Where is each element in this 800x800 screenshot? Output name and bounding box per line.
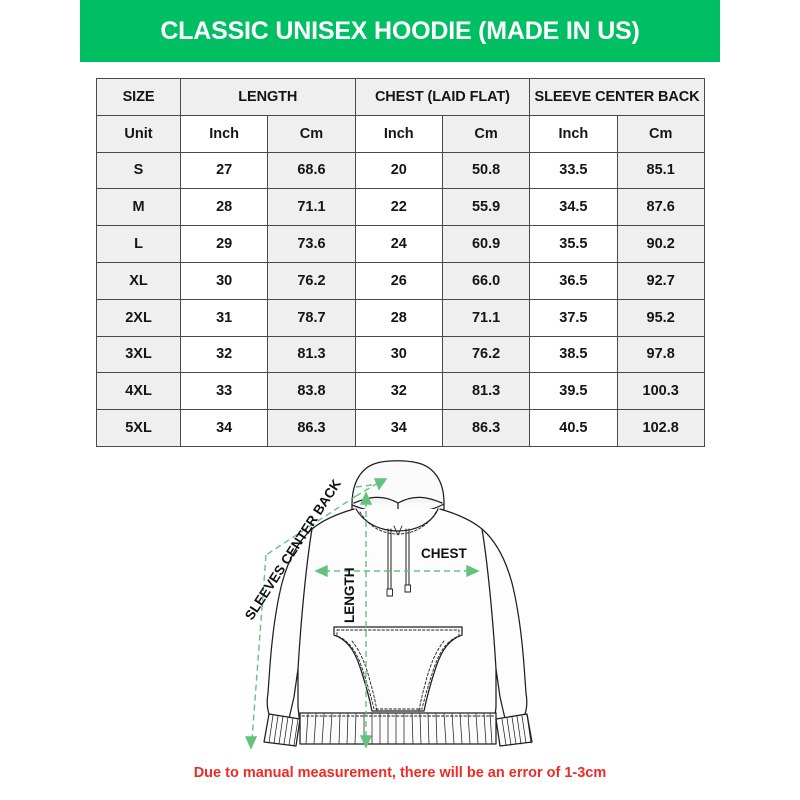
cell-chest_inch: 24 xyxy=(354,225,443,263)
cell-length_inch: 27 xyxy=(179,151,269,190)
cell-sleeve_inch: 39.5 xyxy=(529,372,618,411)
cell-length_inch: 34 xyxy=(179,409,269,447)
cell-chest_cm: 66.0 xyxy=(441,261,531,300)
cell-chest_cm: 86.3 xyxy=(441,409,531,447)
header-length-inch: Inch xyxy=(179,114,269,153)
table-row: XL 30 76.2 26 66.0 36.5 92.7 xyxy=(96,261,705,300)
header-length-cm: Cm xyxy=(267,114,356,153)
measurement-guides xyxy=(244,478,480,750)
label-length: LENGTH xyxy=(342,568,357,624)
cell-length_inch: 33 xyxy=(179,372,269,411)
cell-size: 2XL xyxy=(96,298,181,337)
cell-chest_cm: 81.3 xyxy=(441,372,531,411)
cell-sleeve_inch: 33.5 xyxy=(529,151,618,190)
cell-sleeve_inch: 36.5 xyxy=(529,261,618,300)
cell-length_inch: 29 xyxy=(179,225,269,263)
size-chart-table-container: SIZE LENGTH CHEST (LAID FLAT) SLEEVE CEN… xyxy=(96,78,705,447)
cell-size: 3XL xyxy=(96,335,181,374)
cell-sleeve_cm: 90.2 xyxy=(616,225,705,263)
cell-sleeve_inch: 35.5 xyxy=(529,225,618,263)
cell-length_inch: 31 xyxy=(179,298,269,337)
cell-chest_inch: 32 xyxy=(354,372,443,411)
header-sleeve: SLEEVE CENTER BACK xyxy=(529,78,705,116)
cell-size: 5XL xyxy=(96,409,181,447)
header-sleeve-cm: Cm xyxy=(616,114,705,153)
table-row: 5XL 34 86.3 34 86.3 40.5 102.8 xyxy=(96,409,705,447)
cell-length_inch: 28 xyxy=(179,188,269,227)
cell-size: M xyxy=(96,188,181,227)
table-row: M 28 71.1 22 55.9 34.5 87.6 xyxy=(96,188,705,227)
hood-shape xyxy=(351,460,445,518)
table-unit-header-row: Unit Inch Cm Inch Cm Inch Cm xyxy=(96,114,705,153)
page-title: CLASSIC UNISEX HOODIE (MADE IN US) xyxy=(160,16,640,45)
cell-length_cm: 71.1 xyxy=(267,188,356,227)
hood-top-guide xyxy=(355,482,387,488)
cell-chest_inch: 28 xyxy=(354,298,443,337)
cell-size: 4XL xyxy=(96,372,181,411)
cell-size: S xyxy=(96,151,181,190)
length-guide xyxy=(359,491,373,749)
cell-sleeve_cm: 87.6 xyxy=(616,188,705,227)
hoodie-diagram: CHEST LENGTH SLEEVES CENTER BACK xyxy=(228,443,573,753)
size-chart-table: SIZE LENGTH CHEST (LAID FLAT) SLEEVE CEN… xyxy=(96,78,705,447)
table-row: S 27 68.6 20 50.8 33.5 85.1 xyxy=(96,151,705,190)
cell-chest_cm: 60.9 xyxy=(441,225,531,263)
cell-chest_inch: 30 xyxy=(354,335,443,374)
cuff-left xyxy=(263,713,301,747)
cell-length_cm: 83.8 xyxy=(267,372,356,411)
label-chest: CHEST xyxy=(421,546,468,561)
cell-sleeve_inch: 38.5 xyxy=(529,335,618,374)
cell-length_cm: 78.7 xyxy=(267,298,356,337)
cell-sleeve_cm: 102.8 xyxy=(616,409,705,447)
cell-sleeve_inch: 37.5 xyxy=(529,298,618,337)
measurement-disclaimer: Due to manual measurement, there will be… xyxy=(193,765,607,781)
cell-sleeve_cm: 100.3 xyxy=(616,372,705,411)
chest-guide xyxy=(314,564,480,578)
title-banner: CLASSIC UNISEX HOODIE (MADE IN US) xyxy=(80,0,720,62)
cell-sleeve_cm: 92.7 xyxy=(616,261,705,300)
cell-size: L xyxy=(96,225,181,263)
header-chest-cm: Cm xyxy=(441,114,531,153)
cell-size: XL xyxy=(96,261,181,300)
header-unit: Unit xyxy=(96,114,181,153)
header-chest: CHEST (LAID FLAT) xyxy=(354,78,531,116)
cell-length_cm: 68.6 xyxy=(267,151,356,190)
cell-sleeve_cm: 95.2 xyxy=(616,298,705,337)
header-size: SIZE xyxy=(96,78,181,116)
header-sleeve-inch: Inch xyxy=(529,114,618,153)
hem-ribbing xyxy=(299,712,497,745)
cell-chest_cm: 71.1 xyxy=(441,298,531,337)
cell-length_cm: 76.2 xyxy=(267,261,356,300)
kangaroo-pocket xyxy=(333,626,463,712)
cell-chest_inch: 34 xyxy=(354,409,443,447)
table-group-header-row: SIZE LENGTH CHEST (LAID FLAT) SLEEVE CEN… xyxy=(96,78,705,116)
cell-length_inch: 30 xyxy=(179,261,269,300)
table-row: 3XL 32 81.3 30 76.2 38.5 97.8 xyxy=(96,335,705,374)
sleeve-seams xyxy=(297,528,497,670)
cuff-right xyxy=(495,713,533,747)
table-row: 2XL 31 78.7 28 71.1 37.5 95.2 xyxy=(96,298,705,337)
cell-chest_cm: 50.8 xyxy=(441,151,531,190)
header-length: LENGTH xyxy=(180,78,356,116)
cell-sleeve_cm: 97.8 xyxy=(616,335,705,374)
cell-length_cm: 81.3 xyxy=(267,335,356,374)
cell-length_cm: 73.6 xyxy=(267,225,356,263)
cell-chest_inch: 26 xyxy=(354,261,443,300)
cell-sleeve_inch: 34.5 xyxy=(529,188,618,227)
cell-chest_inch: 22 xyxy=(354,188,443,227)
cell-chest_cm: 76.2 xyxy=(441,335,531,374)
cell-length_cm: 86.3 xyxy=(267,409,356,447)
cell-sleeve_cm: 85.1 xyxy=(616,151,705,190)
sleeve-center-back-guide xyxy=(244,478,388,750)
table-body: S 27 68.6 20 50.8 33.5 85.1 M 28 71.1 22 55.9 34.5 87… xyxy=(96,151,705,447)
cell-chest_cm: 55.9 xyxy=(441,188,531,227)
table-row: 4XL 33 83.8 32 81.3 39.5 100.3 xyxy=(96,372,705,411)
cell-length_inch: 32 xyxy=(179,335,269,374)
cell-chest_inch: 20 xyxy=(354,151,443,190)
header-chest-inch: Inch xyxy=(354,114,443,153)
drawstrings xyxy=(386,525,411,597)
table-row: L 29 73.6 24 60.9 35.5 90.2 xyxy=(96,225,705,263)
cell-sleeve_inch: 40.5 xyxy=(529,409,618,447)
